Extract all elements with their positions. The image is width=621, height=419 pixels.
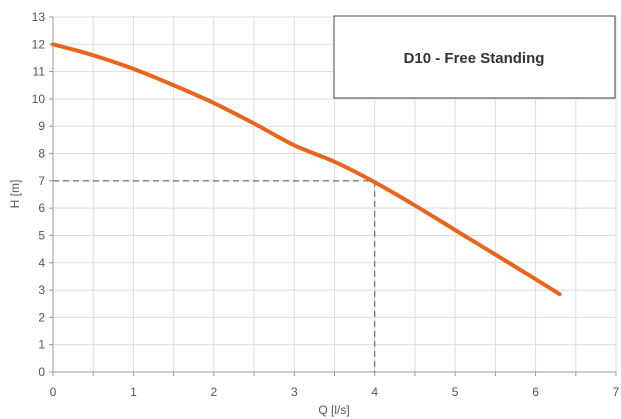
x-axis-title: Q [l/s] xyxy=(318,403,349,417)
y-tick-label: 12 xyxy=(32,37,46,51)
x-tick-label: 7 xyxy=(613,385,620,399)
x-tick-label: 5 xyxy=(452,385,459,399)
x-tick-label: 4 xyxy=(371,385,378,399)
legend-box: D10 - Free Standing xyxy=(333,15,616,99)
y-tick-label: 4 xyxy=(38,256,45,270)
axes xyxy=(49,16,617,376)
y-tick-label: 11 xyxy=(33,65,46,79)
y-tick-label: 1 xyxy=(38,338,45,352)
x-tick-label: 6 xyxy=(532,385,539,399)
series-line-pump-curve xyxy=(51,42,562,297)
chart-title: D10 - Free Standing xyxy=(404,50,545,67)
y-tick-label: 10 xyxy=(32,92,46,106)
legend-frame xyxy=(333,15,616,99)
series-group xyxy=(51,42,562,297)
y-tick-label: 3 xyxy=(38,283,45,297)
x-tick-label: 3 xyxy=(291,385,298,399)
y-tick-label: 2 xyxy=(38,310,45,324)
y-tick-label: 5 xyxy=(38,228,45,242)
operating-point-guides xyxy=(53,180,376,372)
y-tick-label: 0 xyxy=(38,365,45,379)
y-tick-label: 8 xyxy=(38,147,45,161)
y-tick-label: 6 xyxy=(38,201,45,215)
y-tick-label: 9 xyxy=(38,119,45,133)
y-axis-title: H [m] xyxy=(8,180,22,209)
y-tick-label: 7 xyxy=(38,174,45,188)
x-tick-label: 1 xyxy=(130,385,137,399)
x-tick-label: 0 xyxy=(50,385,57,399)
y-tick-label: 13 xyxy=(32,10,46,24)
x-tick-labels: 0 1 2 3 4 5 6 7 xyxy=(50,385,620,399)
x-tick-label: 2 xyxy=(211,385,218,399)
